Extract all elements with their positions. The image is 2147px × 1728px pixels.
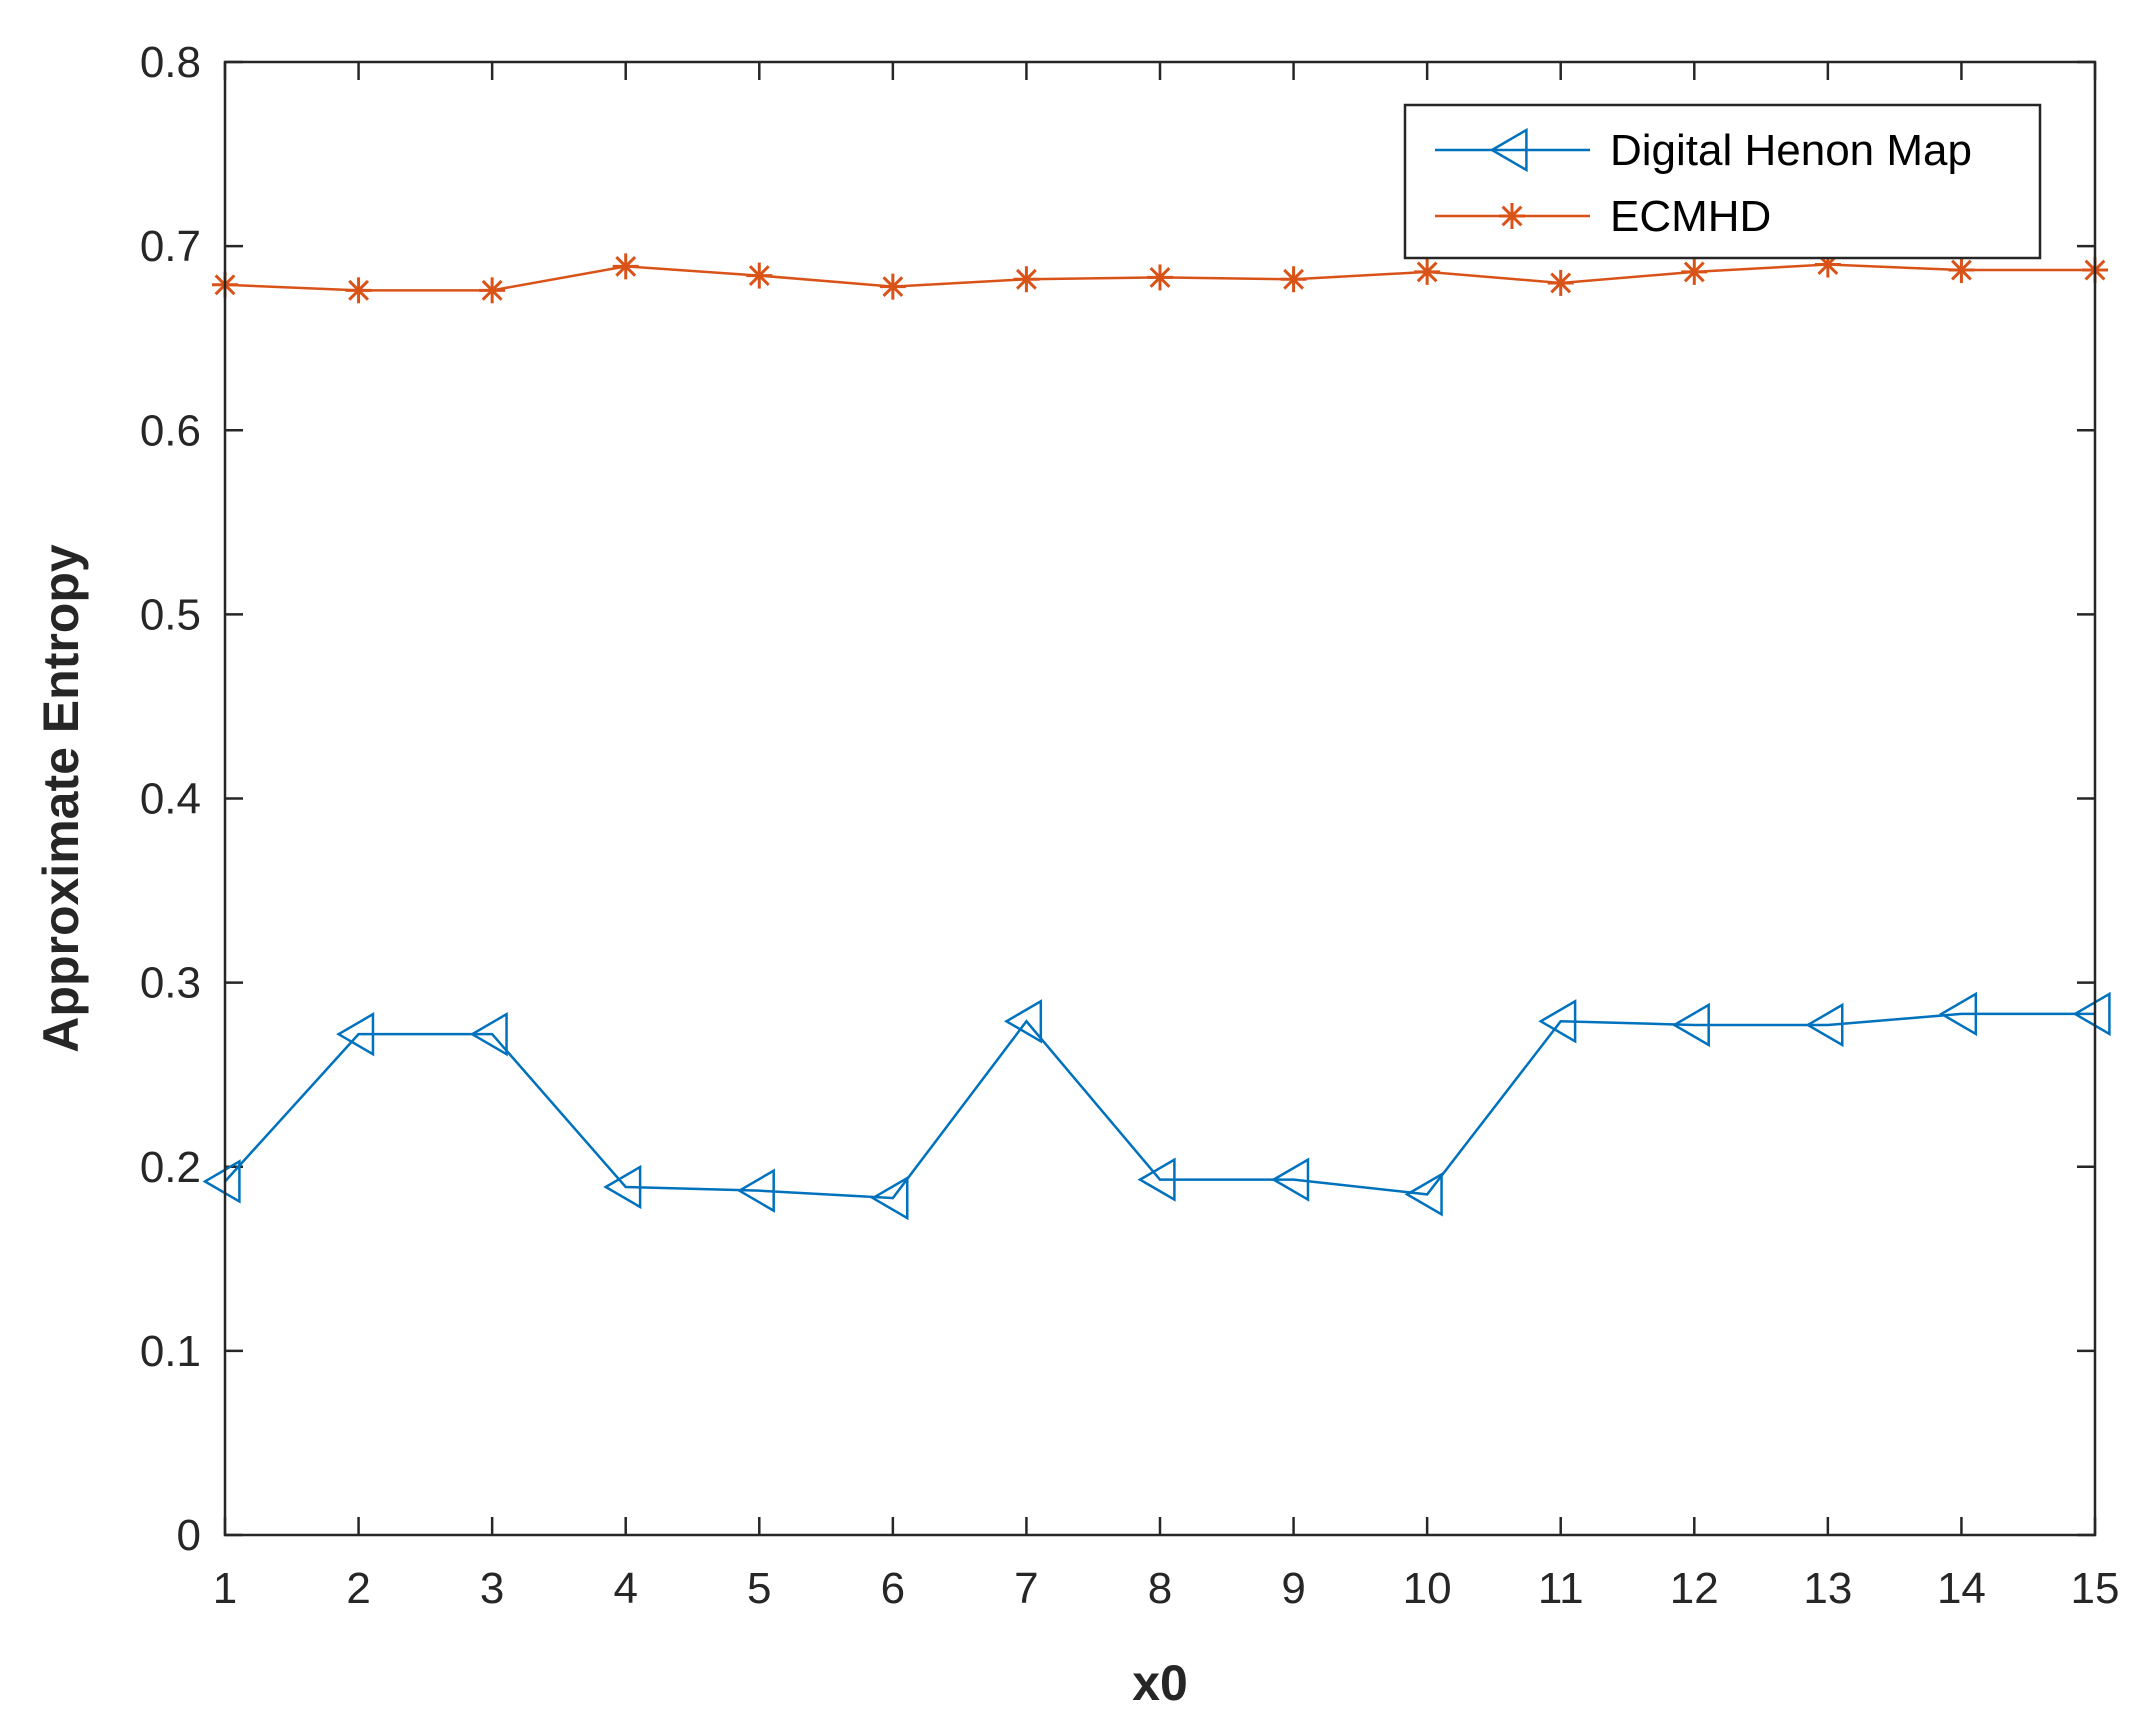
x-tick-label: 15 <box>2071 1564 2120 1613</box>
legend-box <box>1403 103 2042 260</box>
data-point <box>1013 266 1040 293</box>
x-axis-title: x0 <box>1132 1655 1188 1711</box>
data-point <box>603 1164 642 1210</box>
x-tick-label: 4 <box>613 1564 637 1613</box>
data-point <box>746 262 773 289</box>
data-point <box>1547 269 1574 296</box>
x-tick-label: 1 <box>213 1564 237 1613</box>
data-point <box>336 1012 375 1057</box>
x-tick-label: 13 <box>1803 1564 1852 1613</box>
x-tick-label: 9 <box>1281 1564 1305 1613</box>
y-tick-label: 0 <box>177 1511 201 1560</box>
data-point <box>879 273 906 300</box>
data-point <box>345 277 372 304</box>
x-tick-label: 2 <box>346 1564 370 1613</box>
data-point <box>202 1159 241 1204</box>
legend: Digital Henon Map ECMHD <box>1403 103 2042 260</box>
legend-marker <box>1499 203 1525 229</box>
y-tick-label: 0.2 <box>140 1143 201 1192</box>
data-point <box>1137 1157 1176 1202</box>
data-point <box>612 253 639 280</box>
legend-item: Digital Henon Map <box>1435 126 1972 175</box>
data-point <box>870 1175 909 1221</box>
plot-area-frame <box>223 60 2097 1537</box>
x-tick-label: 12 <box>1670 1564 1719 1613</box>
y-tick-label: 0.6 <box>140 406 201 455</box>
y-tick-label: 0.8 <box>140 38 201 87</box>
data-point <box>1271 1157 1310 1202</box>
y-tick-label: 0.4 <box>140 775 201 824</box>
y-axis-title: Approximate Entropy <box>33 544 89 1053</box>
data-point <box>1280 266 1307 293</box>
data-point <box>1805 1002 1844 1048</box>
data-point <box>1671 1002 1710 1048</box>
y-tick-label: 0.5 <box>140 590 201 639</box>
data-point <box>1938 991 1978 1037</box>
x-tick-label: 5 <box>747 1564 771 1613</box>
x-tick-label: 8 <box>1148 1564 1172 1613</box>
data-point <box>1404 1172 1443 1217</box>
data-point <box>1948 257 1975 284</box>
x-tick-label: 10 <box>1403 1564 1452 1613</box>
y-tick-label: 0.7 <box>140 222 201 271</box>
data-point <box>1414 258 1441 285</box>
legend-label: Digital Henon Map <box>1610 126 1972 175</box>
data-point <box>736 1168 775 1213</box>
x-tick-label: 14 <box>1937 1564 1986 1613</box>
data-point <box>1147 264 1173 291</box>
y-tick-label: 0.3 <box>140 959 201 1008</box>
x-tick-label: 7 <box>1014 1564 1038 1613</box>
data-point <box>2072 991 2111 1037</box>
tick-labels: 1 2 3 4 5 6 7 8 9 10 11 12 13 14 1500.10.20.30.40.50.6… <box>140 38 2120 1613</box>
series-line <box>224 1012 2095 1200</box>
data-point <box>1538 999 1577 1044</box>
series-digital-henon-map <box>202 991 2111 1221</box>
data-point <box>479 277 506 304</box>
data-point <box>1003 999 1043 1044</box>
x-tick-label: 3 <box>480 1564 504 1613</box>
x-tick-label: 6 <box>881 1564 905 1613</box>
legend-label: ECMHD <box>1610 192 1771 241</box>
data-point <box>1681 258 1708 285</box>
legend-item: ECMHD <box>1435 192 1771 241</box>
legend-marker <box>1489 127 1528 173</box>
y-tick-label: 0.1 <box>140 1327 201 1376</box>
data-point <box>469 1012 508 1057</box>
x-tick-label: 11 <box>1538 1564 1584 1613</box>
